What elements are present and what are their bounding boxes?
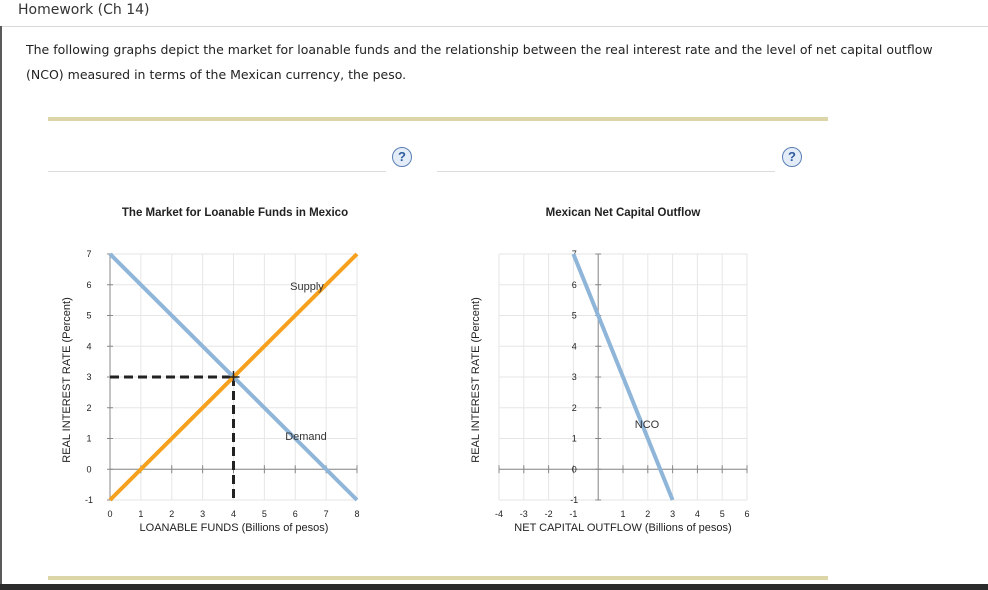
nco-label: NCO [635,419,660,431]
chart1-x-tick-label: 2 [169,509,174,519]
graph1-header-rule [48,171,386,172]
chart2-y-tick-label: 5 [572,311,577,321]
chart1-y-tick-label: 4 [86,341,91,351]
left-border [0,26,2,590]
chart1-title: The Market for Loanable Funds in Mexico [122,207,348,219]
chart2-y-axis-label: REAL INTEREST RATE (Percent) [470,297,482,462]
chart1-tick-labels: 0 1 2 3 4 5 6 7 8 -1 0 1 2 3 4 5 6 7 [85,249,360,519]
chart1-x-tick-label: 1 [138,509,143,519]
chart2-y-tick-label: 3 [572,372,577,382]
chart1-equilibrium-guides [110,375,235,500]
chart2-title: Mexican Net Capital Outflow [546,207,701,219]
chart1-x-tick-label: 8 [354,509,359,519]
chart1-x-tick-label: 3 [200,509,205,519]
chart1-x-tick-label: 4 [231,509,236,519]
chart2-x-tick-label: 1 [620,509,625,519]
chart2-y-tick-label: 0 [572,464,577,474]
chart2-x-tick-label: 2 [645,509,650,519]
chart1-y-tick-label: 2 [86,403,91,413]
top-bar: Homework (Ch 14) [0,0,988,27]
help-button-graph1[interactable]: ? [392,147,412,167]
nco-chart[interactable]: Mexican Net Capital Outflow -4 -3 -2 -1 1 2 3 4… [470,207,750,534]
chart1-y-tick-label: -1 [85,495,93,505]
chart2-axes [498,253,748,501]
chart2-y-tick-label: 4 [572,341,577,351]
chart2-y-tick-label: 2 [572,403,577,413]
question-intro: The following graphs depict the market f… [26,42,933,82]
chart1-y-tick-label: 1 [86,434,91,444]
chart2-x-tick-label: -2 [545,509,553,519]
chart2-x-tick-label: 6 [744,509,749,519]
chart1-y-tick-label: 3 [86,372,91,382]
equilibrium-cross-marker[interactable] [227,371,240,383]
loanable-funds-chart[interactable]: The Market for Loanable Funds in Mexico … [61,207,360,534]
divider-top [48,117,828,121]
chart1-y-tick-label: 0 [86,464,91,474]
chart1-x-tick-label: 7 [324,509,329,519]
bottom-bar [0,584,988,590]
chart2-x-tick-label: -4 [495,509,503,519]
help-button-graph2[interactable]: ? [782,147,802,167]
chart2-x-tick-label: 4 [695,509,700,519]
chart2-y-tick-label: -1 [570,495,578,505]
chart1-x-tick-label: 6 [293,509,298,519]
nco-curve[interactable] [571,253,675,501]
chart1-x-tick-label: 0 [107,509,112,519]
chart1-y-tick-label: 5 [86,311,91,321]
chart1-y-tick-label: 6 [86,280,91,290]
chart2-x-axis-label: NET CAPITAL OUTFLOW (Billions of pesos) [514,522,731,534]
page-title: Homework (Ch 14) [18,2,150,18]
chart2-y-tick-label: 6 [572,280,577,290]
graph2-header-rule [437,171,775,172]
chart2-y-tick-label: 1 [572,434,577,444]
chart1-y-axis-label: REAL INTEREST RATE (Percent) [61,297,73,462]
supply-label: Supply [290,281,324,293]
chart1-x-tick-label: 5 [262,509,267,519]
chart2-x-tick-label: 3 [670,509,675,519]
chart2-x-tick-label: 5 [720,509,725,519]
chart2-x-tick-label: -1 [569,509,577,519]
chart2-x-tick-label: -3 [520,509,528,519]
demand-label: Demand [285,431,327,443]
chart1-y-tick-label: 7 [86,249,91,259]
divider-bottom [48,576,828,580]
chart1-x-axis-label: LOANABLE FUNDS (Billions of pesos) [140,522,329,534]
